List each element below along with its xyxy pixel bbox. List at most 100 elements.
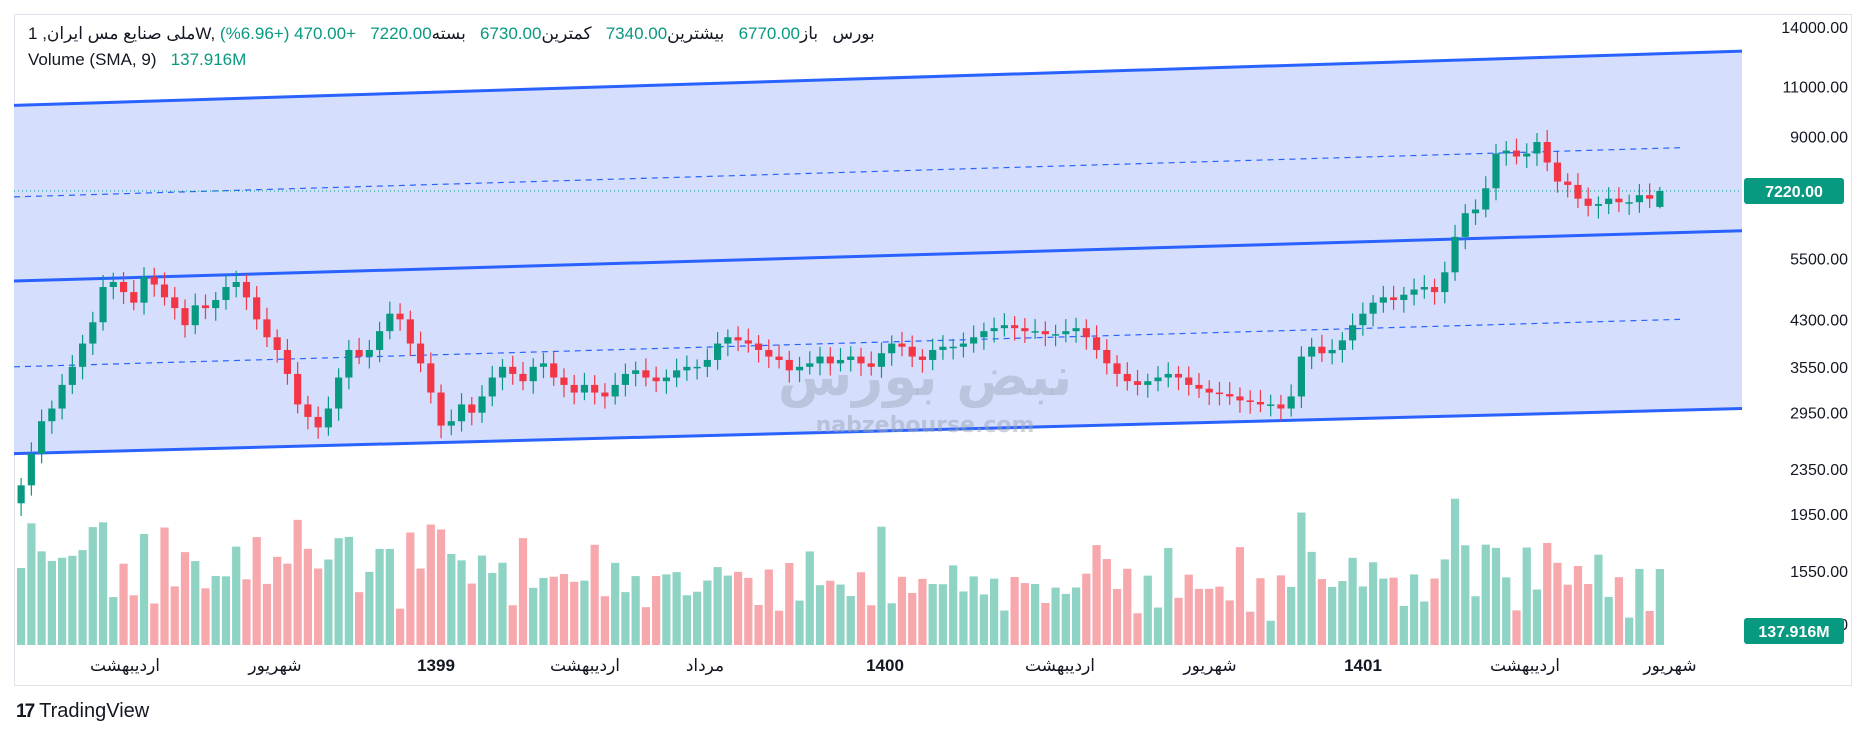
candle-body xyxy=(754,343,763,350)
candle-body xyxy=(58,384,66,409)
candle-body xyxy=(1297,356,1305,397)
price-axis-label: 2350.00 xyxy=(1790,462,1848,479)
volume-bar xyxy=(1256,578,1265,645)
candle-body xyxy=(416,343,425,364)
volume-bar xyxy=(621,592,630,645)
candle-body xyxy=(1400,294,1408,300)
volume-bar xyxy=(815,585,825,645)
close-label: بسته xyxy=(431,24,466,43)
price-chart[interactable]: 14000.00 11000.00 9000.00 5500.00 4300.00 355… xyxy=(0,0,1866,690)
candle-body xyxy=(795,366,804,371)
volume-bar xyxy=(37,551,46,645)
candle-body xyxy=(304,404,312,417)
candle-body xyxy=(365,349,373,357)
candle-body xyxy=(1246,400,1254,403)
candle-body xyxy=(1625,202,1633,204)
volume-bar xyxy=(1143,575,1152,645)
volume-bar xyxy=(98,522,108,645)
volume-bar xyxy=(549,576,558,645)
volume-bar xyxy=(488,572,497,645)
candle-body xyxy=(457,404,466,422)
volume-bar xyxy=(969,576,978,645)
volume-bar xyxy=(652,576,661,645)
time-axis-label: 1401 xyxy=(1344,656,1382,675)
candle-body xyxy=(1471,209,1480,214)
candle-body xyxy=(898,343,906,347)
volume-bar xyxy=(221,576,231,645)
volume-bar xyxy=(314,568,323,645)
volume-bar xyxy=(1553,562,1562,645)
candle-body xyxy=(324,408,332,428)
candle-body xyxy=(386,313,394,332)
candle-body xyxy=(140,277,148,303)
candle-body xyxy=(1031,331,1039,333)
indicator-label[interactable]: Volume (SMA, 9) xyxy=(28,50,157,69)
volume-bar xyxy=(1420,601,1429,645)
candle-body xyxy=(939,346,947,350)
volume-bar xyxy=(1328,586,1337,645)
volume-bar xyxy=(795,600,804,645)
volume-bar xyxy=(1020,583,1029,645)
volume-bar xyxy=(938,584,948,645)
candle-body xyxy=(621,373,629,385)
volume-bar xyxy=(959,591,968,645)
time-axis-label: مرداد xyxy=(686,656,724,675)
volume-tag xyxy=(1744,618,1844,644)
candle-body xyxy=(1543,141,1551,163)
candle-body xyxy=(683,366,691,371)
volume-bar xyxy=(744,577,753,645)
price-axis-label: 4300.00 xyxy=(1790,312,1848,329)
time-axis-label: اردیبهشت xyxy=(1025,656,1095,676)
candle-body xyxy=(806,363,814,367)
channel-lower-line xyxy=(13,407,1743,456)
candle-body xyxy=(1103,349,1111,364)
candle-body xyxy=(734,337,742,341)
volume-bar xyxy=(1000,610,1009,645)
volume-bar xyxy=(1041,602,1050,645)
volume-bar xyxy=(836,584,845,645)
volume-bar xyxy=(1440,559,1449,645)
candle-body xyxy=(1389,297,1398,300)
volume-bar xyxy=(303,548,313,645)
candle-body xyxy=(1052,334,1060,336)
candle-body xyxy=(1185,377,1193,385)
candle-body xyxy=(48,408,56,422)
volume-bar xyxy=(1266,620,1275,645)
candle-body xyxy=(1267,404,1275,406)
candle-body xyxy=(888,343,896,354)
candle-body xyxy=(632,370,640,374)
candle-body xyxy=(1482,188,1490,210)
candle-body xyxy=(1420,287,1428,290)
volume-bar xyxy=(918,578,927,645)
volume-bar xyxy=(457,560,466,645)
volume-bar xyxy=(611,562,620,645)
volume-bar xyxy=(897,576,907,645)
candle-body xyxy=(949,346,957,349)
volume-bar xyxy=(1174,597,1183,645)
volume-bar xyxy=(17,568,26,645)
price-axis-label: 1950.00 xyxy=(1790,507,1848,524)
symbol-title[interactable]: ملی صنایع مس ایران, 1W, بورس xyxy=(28,24,875,43)
volume-bar xyxy=(682,595,691,645)
volume-bar xyxy=(27,523,36,645)
volume-bar xyxy=(713,567,722,645)
volume-bar xyxy=(150,603,159,645)
candle-body xyxy=(1256,402,1265,405)
candle-body xyxy=(1164,373,1172,378)
candle-body xyxy=(273,337,281,350)
candle-body xyxy=(1133,381,1142,385)
volume-bar xyxy=(1225,600,1234,645)
volume-bar xyxy=(47,560,56,645)
volume-bar xyxy=(1092,545,1101,645)
time-axis-label: 1399 xyxy=(417,656,455,675)
close-value: 7220.00 xyxy=(370,24,432,43)
volume-bar xyxy=(1563,584,1572,645)
tradingview-branding[interactable]: 17 TradingView xyxy=(16,700,149,723)
candle-body xyxy=(314,416,322,428)
candle-body xyxy=(519,373,527,382)
volume-bar xyxy=(672,572,681,645)
last-price-tag xyxy=(1744,178,1844,205)
volume-bar xyxy=(1481,544,1490,645)
candle-body xyxy=(1195,384,1203,389)
volume-bar xyxy=(805,551,814,645)
